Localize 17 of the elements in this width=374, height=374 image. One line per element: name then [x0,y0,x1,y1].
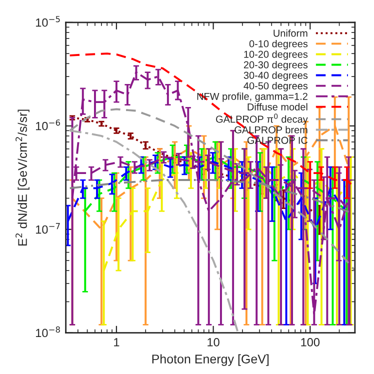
x-tick-label: 10 [208,338,220,346]
y-axis-title: E$^{2}$ dN/dE [GeV/cm$^{2}$/s/sr] [16,110,30,246]
x-axis-title: Photon Energy [GeV] [152,354,269,366]
legend-label: 20-30 degrees [244,61,308,70]
legend-label: Uniform [274,29,308,37]
legend-label: 0-10 degrees [249,40,308,50]
y-tick-label: 10$^{−8}$ [36,326,60,338]
y-tick-label: 10$^{−7}$ [36,223,60,234]
legend-label: GALPROP π$^{0}$ decay [216,114,308,125]
legend-label: 30-40 degrees [244,72,308,81]
legend-label: 40-50 degrees [244,82,308,92]
y-tick-label: 10$^{−6}$ [36,119,60,130]
x-tick-label: 100 [301,338,320,346]
x-tick-label: 1 [114,338,120,346]
y-tick-label: 10$^{−5}$ [36,16,60,27]
legend-label: 10-20 degrees [244,50,308,60]
legend-label: Diffuse model [248,103,308,110]
